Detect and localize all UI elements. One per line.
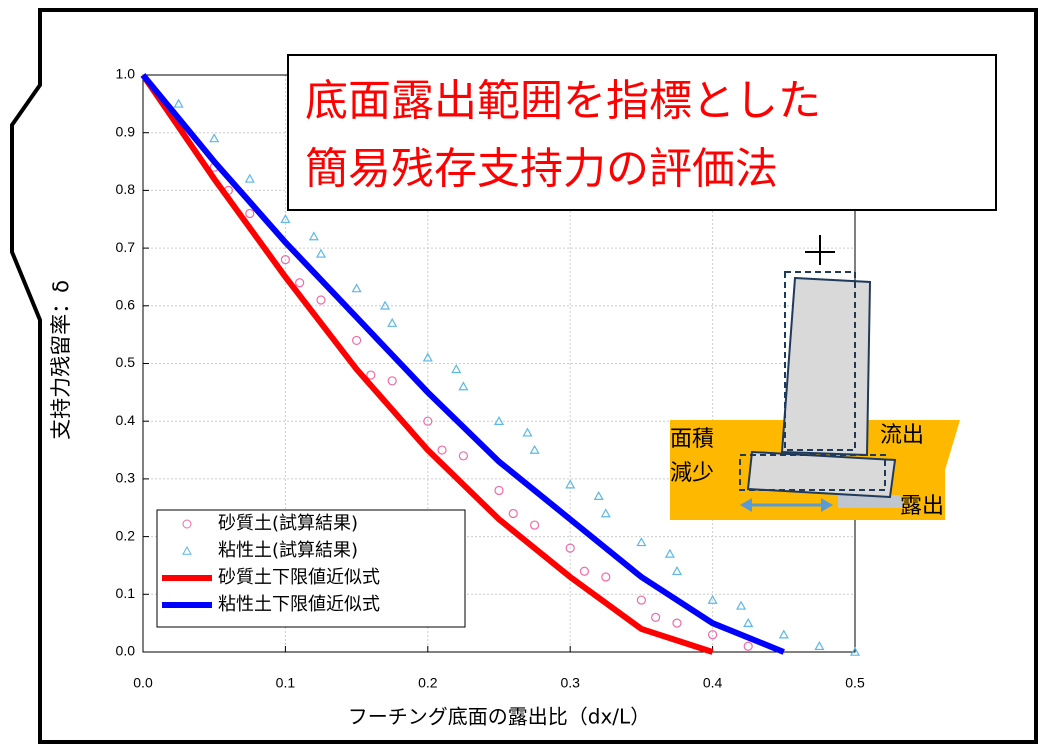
point [280, 255, 290, 265]
arrow-head [740, 498, 752, 512]
y-tick-label: 1.0 [116, 66, 136, 82]
point [494, 485, 504, 496]
footing-original [739, 454, 886, 491]
point [529, 520, 540, 530]
y-tick-label: 0.7 [116, 239, 136, 255]
y-tick-label: 0.8 [116, 181, 136, 197]
point [366, 370, 376, 380]
point [380, 300, 391, 310]
point [651, 612, 661, 622]
y-axis-label: 支持力残留率：δ [49, 280, 73, 440]
line [140, 73, 714, 655]
y-tick-label: 0.6 [116, 297, 136, 313]
point [522, 427, 533, 437]
point [601, 572, 611, 582]
point [508, 508, 518, 519]
point [849, 646, 861, 656]
annotation: 減少 [670, 461, 714, 486]
legend-label: 粘性土下限値近似式 [218, 594, 380, 615]
legend-label: 砂質土(試算結果) [218, 513, 358, 534]
annotation: 面積 [670, 427, 714, 452]
point [209, 133, 220, 143]
point [743, 617, 754, 627]
point [351, 283, 362, 293]
point [352, 335, 362, 346]
point [295, 278, 305, 288]
point [422, 352, 433, 362]
point [387, 317, 398, 327]
title-line: 底面露出範囲を指標とした [305, 77, 821, 127]
y-tick-label: 0.1 [116, 585, 136, 601]
legend-label: 砂質土下限値近似式 [218, 567, 380, 588]
point [316, 295, 326, 305]
x-tick-label: 0.5 [845, 675, 865, 691]
annotation: 露出 [900, 494, 944, 519]
point [736, 600, 747, 610]
y-tick-label: 0.5 [116, 354, 136, 370]
footing [746, 450, 897, 499]
y-tick-label: 0.4 [116, 412, 136, 428]
x-axis-label: フーチング底面の露出比（dx/L） [348, 705, 650, 729]
y-tick-label: 0.0 [116, 643, 136, 659]
point [707, 630, 718, 640]
x-tick-label: 0.2 [418, 675, 438, 691]
point [280, 214, 291, 224]
point [423, 416, 433, 426]
point [315, 248, 327, 258]
point [664, 548, 675, 558]
x-tick-label: 0.4 [703, 675, 723, 691]
point [458, 451, 468, 461]
point [707, 594, 718, 604]
point [387, 376, 397, 386]
line [140, 73, 785, 655]
point [451, 364, 462, 374]
point [778, 629, 789, 639]
y-tick-label: 0.9 [116, 123, 136, 139]
x-tick-label: 0.3 [560, 675, 580, 691]
y-tick-label: 0.3 [116, 470, 136, 486]
point [565, 479, 576, 489]
legend-label: 粘性土(試算結果) [218, 540, 358, 561]
arrow-head [821, 498, 833, 512]
point [743, 641, 753, 651]
title-line: 簡易残存支持力の評価法 [305, 145, 778, 195]
point [529, 444, 540, 454]
point [671, 565, 683, 576]
slope-cut [945, 420, 975, 520]
annotation: 流出 [880, 423, 924, 448]
x-tick-label: 0.1 [276, 675, 296, 691]
legend-swatch [182, 545, 192, 555]
point [308, 231, 319, 241]
x-tick-label: 0.0 [133, 675, 153, 691]
point [636, 537, 647, 547]
y-tick-label: 0.2 [116, 527, 136, 543]
point [244, 173, 255, 183]
point [565, 543, 575, 553]
pier [780, 276, 872, 457]
point [636, 595, 647, 605]
point [579, 566, 590, 576]
title-box [287, 54, 997, 211]
point [173, 98, 184, 108]
point [600, 508, 611, 518]
point [814, 640, 825, 651]
exposed [838, 495, 905, 508]
point [437, 445, 447, 455]
point [593, 490, 604, 501]
legend-swatch [182, 519, 192, 529]
point [493, 415, 505, 425]
point [458, 381, 469, 391]
point [245, 208, 255, 219]
diagram: 面積 減少 流出 露出 [670, 235, 975, 520]
point [672, 618, 682, 628]
